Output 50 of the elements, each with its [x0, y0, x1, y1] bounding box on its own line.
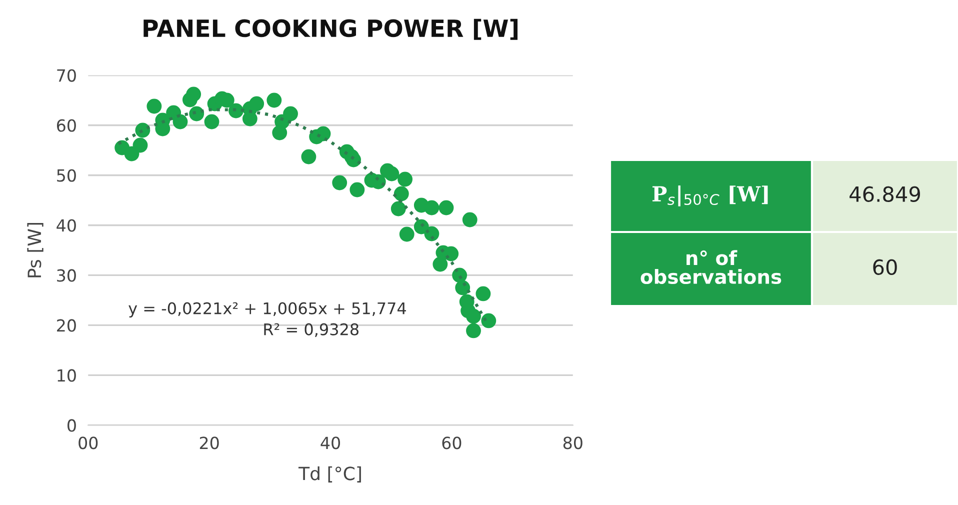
point — [186, 86, 202, 102]
x-tick-label: 00 — [78, 436, 98, 450]
x-tick-label: 80 — [563, 436, 582, 450]
point — [204, 114, 220, 130]
y-tick-label: 30 — [57, 269, 76, 282]
y-tick-label: 10 — [58, 369, 76, 382]
point — [455, 280, 470, 296]
point — [462, 212, 478, 228]
y-tick-label: 50 — [57, 169, 76, 182]
point — [384, 166, 400, 182]
point — [332, 175, 348, 190]
point — [424, 200, 440, 216]
y-tick-label: 60 — [56, 119, 76, 132]
annotation: y = -0,0221x² + 1,0065x + 51,774 — [128, 302, 406, 318]
x-tick-label: 40 — [320, 436, 340, 450]
text: 46.849 — [850, 186, 920, 202]
text: n° of observations — [640, 250, 782, 284]
point — [283, 106, 298, 122]
y-tick-label: 70 — [57, 69, 76, 82]
x-tick-label: 60 — [442, 436, 462, 450]
chart-title: PANEL COOKING POWER [W] — [144, 18, 518, 40]
y-tick-label: 20 — [57, 319, 76, 332]
point — [432, 256, 448, 272]
point — [438, 200, 454, 216]
point — [390, 201, 406, 216]
point — [476, 286, 491, 302]
point — [350, 182, 365, 198]
point — [398, 172, 413, 187]
point — [249, 96, 264, 112]
x-axis-title: Td [°C] — [298, 466, 361, 482]
point — [466, 323, 481, 338]
point — [481, 313, 496, 328]
point — [266, 92, 282, 108]
y-tick-label: 40 — [56, 219, 76, 232]
point — [124, 146, 140, 162]
point — [399, 226, 414, 242]
point — [301, 149, 316, 164]
y-tick-label: 0 — [68, 419, 76, 432]
point — [466, 308, 481, 324]
x-tick-label: 20 — [200, 436, 219, 450]
point — [394, 186, 409, 202]
text: 60 — [873, 259, 897, 276]
point — [272, 125, 288, 140]
point — [316, 126, 331, 142]
point — [146, 98, 162, 114]
text: P$_{s}$|$_{50°C}$ [W] — [652, 185, 768, 206]
annotation: R² = 0,9328 — [264, 323, 358, 337]
point — [172, 114, 188, 130]
point — [132, 138, 148, 153]
y-axis-title: Ps [W] — [27, 222, 44, 278]
